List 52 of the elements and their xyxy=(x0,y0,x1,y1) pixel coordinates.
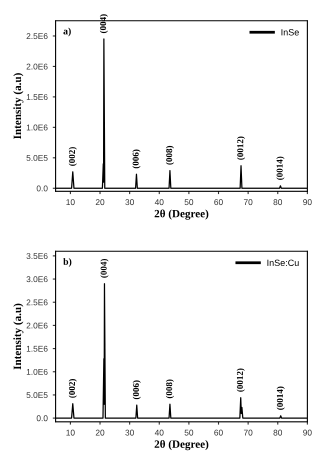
y-tick-label: 1.5E6 xyxy=(26,94,48,100)
annotation: (004) xyxy=(100,14,108,34)
y-axis-title: Intensity (a.u) xyxy=(13,73,24,139)
y-tick-label: 0.0 xyxy=(36,415,48,422)
x-tick-label: 20 xyxy=(96,199,104,206)
y-tick-label: 1.0E6 xyxy=(26,368,48,375)
y-tick-label: 2.5E6 xyxy=(26,33,48,40)
annotation: (006) xyxy=(132,380,141,400)
x-tick-label: 60 xyxy=(214,430,223,436)
x-tick-label: 10 xyxy=(66,199,75,206)
annotation: (0012) xyxy=(236,368,245,392)
y-tick-label: 2.0E6 xyxy=(26,64,48,70)
annotation: (0014) xyxy=(276,156,285,180)
x-tick-label: 40 xyxy=(154,199,164,206)
x-axis-title: 2θ (Degree) xyxy=(154,210,208,220)
x-tick-label: 70 xyxy=(244,430,252,436)
text: b) xyxy=(63,258,72,267)
x-tick-label: 50 xyxy=(184,430,194,436)
annotation: (004) xyxy=(100,258,109,278)
x-tick-label: 50 xyxy=(184,199,194,206)
x-tick-label: 20 xyxy=(96,430,104,436)
annotation: (002) xyxy=(68,379,77,398)
annotation: (008) xyxy=(166,146,174,165)
x-tick-label: 90 xyxy=(303,199,312,206)
y-tick-label: 1.5E6 xyxy=(26,346,48,352)
x-tick-label: 70 xyxy=(244,199,252,206)
y-tick-label: 2.0E6 xyxy=(26,322,48,329)
legend-label: InSe xyxy=(282,29,299,36)
x-tick-label: 60 xyxy=(214,199,223,206)
x-tick-label: 80 xyxy=(273,199,282,206)
annotation: (006) xyxy=(132,150,141,168)
y-tick-label: 1.0E6 xyxy=(26,124,48,130)
x-tick-label: 40 xyxy=(154,430,164,436)
y-tick-label: 5.0E5 xyxy=(26,155,48,161)
x-tick-label: 30 xyxy=(125,430,134,436)
y-axis-title: Intensity (a.u) xyxy=(13,304,24,370)
x-tick-label: 10 xyxy=(66,430,75,436)
y-tick-label: 2.5E6 xyxy=(26,299,48,306)
x-tick-label: 90 xyxy=(303,430,312,436)
x-tick-label: 30 xyxy=(125,199,134,206)
legend-label: InSe:Cu xyxy=(267,260,299,266)
y-tick-label: 5.0E5 xyxy=(26,392,48,398)
y-tick-label: 0.0 xyxy=(36,185,48,192)
y-tick-label: 3.0E6 xyxy=(26,276,48,282)
x-axis-title: 2θ (Degree) xyxy=(154,440,208,450)
y-tick-label: 3.5E6 xyxy=(26,253,48,259)
annotation: (008) xyxy=(166,379,174,398)
annotation: (002) xyxy=(68,147,77,166)
x-tick-label: 80 xyxy=(273,430,282,436)
annotation: (0014) xyxy=(276,386,285,410)
text: a) xyxy=(63,28,71,36)
annotation: (0012) xyxy=(236,136,246,160)
